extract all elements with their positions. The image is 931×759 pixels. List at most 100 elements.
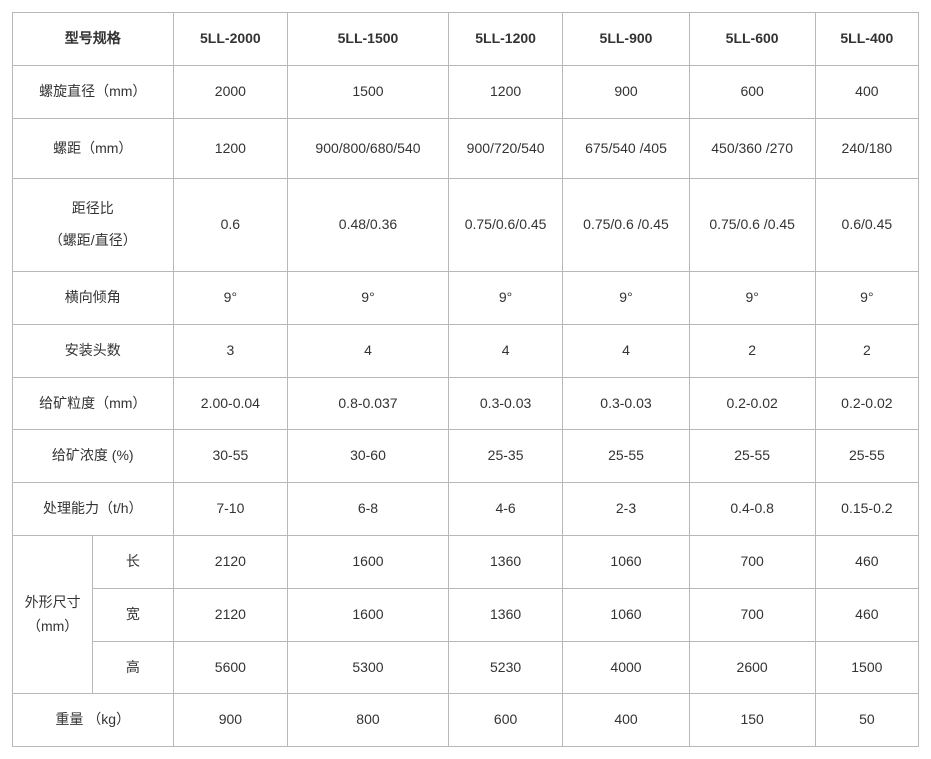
cell: 1200 [448,65,563,118]
cell: 5230 [448,641,563,694]
header-5ll-400: 5LL-400 [815,13,918,66]
cell: 2 [689,324,815,377]
cell: 460 [815,588,918,641]
header-model-spec: 型号规格 [13,13,174,66]
header-5ll-2000: 5LL-2000 [173,13,288,66]
cell: 1600 [288,535,449,588]
cell: 0.4-0.8 [689,483,815,536]
cell: 25-55 [815,430,918,483]
cell: 0.75/0.6 /0.45 [563,179,689,272]
cell: 900 [173,694,288,747]
cell: 1600 [288,588,449,641]
label-weight: 重量 （kg） [13,694,174,747]
cell: 0.75/0.6 /0.45 [689,179,815,272]
row-spiral-diameter: 螺旋直径（mm） 2000 1500 1200 900 600 400 [13,65,919,118]
row-size-height: 高 5600 5300 5230 4000 2600 1500 [13,641,919,694]
cell: 9° [448,271,563,324]
cell: 9° [288,271,449,324]
cell: 240/180 [815,118,918,179]
cell: 2 [815,324,918,377]
cell: 1200 [173,118,288,179]
row-transverse-angle: 横向倾角 9° 9° 9° 9° 9° 9° [13,271,919,324]
label-pitch: 螺距（mm） [13,118,174,179]
row-feed-particle: 给矿粒度（mm） 2.00-0.04 0.8-0.037 0.3-0.03 0.… [13,377,919,430]
cell: 0.2-0.02 [689,377,815,430]
cell: 0.3-0.03 [448,377,563,430]
cell: 1500 [815,641,918,694]
cell: 700 [689,535,815,588]
row-weight: 重量 （kg） 900 800 600 400 150 50 [13,694,919,747]
label-transverse-angle: 横向倾角 [13,271,174,324]
cell: 1060 [563,588,689,641]
row-size-length: 外形尺寸（mm） 长 2120 1600 1360 1060 700 460 [13,535,919,588]
cell: 900/720/540 [448,118,563,179]
cell: 2000 [173,65,288,118]
cell: 0.6 [173,179,288,272]
row-feed-density: 给矿浓度 (%) 30-55 30-60 25-35 25-55 25-55 2… [13,430,919,483]
cell: 0.8-0.037 [288,377,449,430]
cell: 2600 [689,641,815,694]
label-size-height: 高 [93,641,173,694]
cell: 900/800/680/540 [288,118,449,179]
cell: 0.48/0.36 [288,179,449,272]
spec-table: 型号规格 5LL-2000 5LL-1500 5LL-1200 5LL-900 … [12,12,919,747]
label-ratio-line1: 距径比 [17,197,169,221]
label-spiral-diameter: 螺旋直径（mm） [13,65,174,118]
cell: 2.00-0.04 [173,377,288,430]
cell: 600 [448,694,563,747]
label-size-width: 宽 [93,588,173,641]
cell: 9° [815,271,918,324]
cell: 4 [563,324,689,377]
cell: 50 [815,694,918,747]
cell: 6-8 [288,483,449,536]
cell: 400 [815,65,918,118]
cell: 4 [288,324,449,377]
cell: 0.75/0.6/0.45 [448,179,563,272]
cell: 5300 [288,641,449,694]
cell: 30-55 [173,430,288,483]
label-ratio: 距径比 （螺距/直径） [13,179,174,272]
label-size-length: 长 [93,535,173,588]
cell: 450/360 /270 [689,118,815,179]
label-feed-particle: 给矿粒度（mm） [13,377,174,430]
cell: 600 [689,65,815,118]
cell: 800 [288,694,449,747]
header-5ll-1200: 5LL-1200 [448,13,563,66]
cell: 400 [563,694,689,747]
cell: 0.15-0.2 [815,483,918,536]
label-install-heads: 安装头数 [13,324,174,377]
header-5ll-600: 5LL-600 [689,13,815,66]
cell: 25-35 [448,430,563,483]
cell: 9° [173,271,288,324]
header-5ll-1500: 5LL-1500 [288,13,449,66]
row-size-width: 宽 2120 1600 1360 1060 700 460 [13,588,919,641]
cell: 0.6/0.45 [815,179,918,272]
cell: 5600 [173,641,288,694]
cell: 460 [815,535,918,588]
cell: 3 [173,324,288,377]
cell: 900 [563,65,689,118]
cell: 4000 [563,641,689,694]
cell: 700 [689,588,815,641]
header-5ll-900: 5LL-900 [563,13,689,66]
cell: 2120 [173,588,288,641]
cell: 9° [563,271,689,324]
cell: 1060 [563,535,689,588]
label-overall-size: 外形尺寸（mm） [13,535,93,693]
cell: 1360 [448,535,563,588]
row-install-heads: 安装头数 3 4 4 4 2 2 [13,324,919,377]
label-capacity: 处理能力（t/h） [13,483,174,536]
cell: 0.3-0.03 [563,377,689,430]
cell: 1360 [448,588,563,641]
cell: 4-6 [448,483,563,536]
cell: 4 [448,324,563,377]
cell: 9° [689,271,815,324]
cell: 1500 [288,65,449,118]
row-pitch: 螺距（mm） 1200 900/800/680/540 900/720/540 … [13,118,919,179]
table-header-row: 型号规格 5LL-2000 5LL-1500 5LL-1200 5LL-900 … [13,13,919,66]
row-ratio: 距径比 （螺距/直径） 0.6 0.48/0.36 0.75/0.6/0.45 … [13,179,919,272]
cell: 25-55 [563,430,689,483]
row-capacity: 处理能力（t/h） 7-10 6-8 4-6 2-3 0.4-0.8 0.15-… [13,483,919,536]
cell: 2120 [173,535,288,588]
cell: 675/540 /405 [563,118,689,179]
